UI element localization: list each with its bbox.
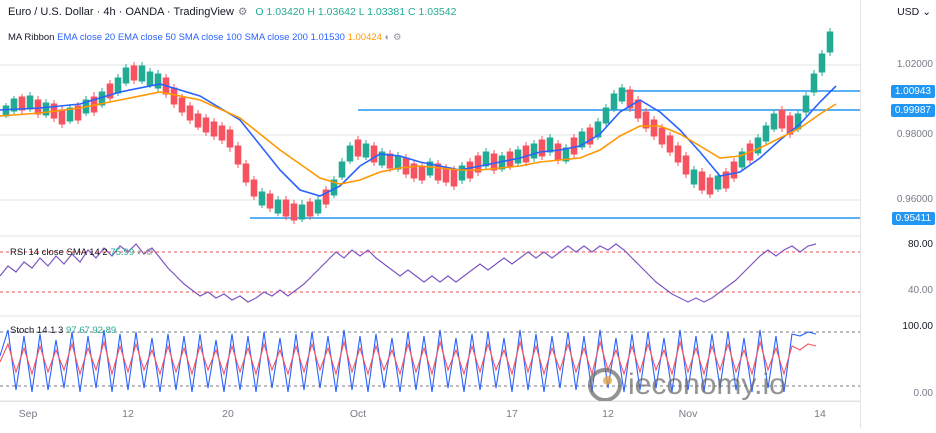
- currency-label: USD ⌄: [897, 6, 931, 18]
- time-axis[interactable]: Sep 12 20 Oct 17 12 Nov 14: [0, 401, 860, 429]
- price-level-tag[interactable]: 0.95411: [891, 212, 935, 225]
- time-tick: Sep: [18, 408, 38, 420]
- rsi-value: 75.99: [110, 247, 135, 258]
- time-tick: Nov: [678, 408, 698, 420]
- stoch-pane: [0, 329, 860, 393]
- gear-icon[interactable]: ⚙: [392, 32, 402, 43]
- price-axis[interactable]: USD ⌄ 1.02000 0.98000 0.96000 1.00943 0.…: [860, 0, 936, 428]
- price-tick-label: 1.02000: [896, 59, 933, 70]
- watermark-logo-icon: [588, 368, 622, 402]
- time-tick: 17: [506, 408, 518, 420]
- price-level-tag[interactable]: 1.00943: [890, 85, 935, 98]
- watermark-text: ieconomy.io: [628, 368, 786, 401]
- rsi-tick-label: 80.00: [907, 239, 933, 250]
- rsi-tick-label: 40.00: [907, 285, 933, 296]
- time-tick: Oct: [349, 408, 367, 420]
- ma-ribbon-value-1: 1.01530: [310, 32, 345, 43]
- price-tick-label: 0.96000: [896, 194, 933, 205]
- stoch-tick-label: 100.00: [902, 321, 933, 332]
- rsi-pane: [0, 243, 860, 303]
- price-tick-label: 0.98000: [896, 129, 933, 140]
- ma-ribbon-value-2: 1.00424: [347, 32, 382, 43]
- stoch-value-2: 92.89: [92, 325, 117, 336]
- price-level-tag[interactable]: 0.99987: [890, 104, 935, 117]
- eye-icon[interactable]: ◐: [136, 247, 143, 258]
- stoch-value-1: 97.67: [66, 325, 90, 336]
- candles: [2, 28, 834, 224]
- ma-ribbon-legend: MA Ribbon EMA close 20 EMA close 50 SMA …: [8, 32, 401, 43]
- rsi-title[interactable]: RSI 14 close SMA 14 2: [10, 247, 108, 258]
- chart-legend-header: Euro / U.S. Dollar · 4h · OANDA · Tradin…: [8, 6, 456, 18]
- chevron-down-icon[interactable]: ⌄: [922, 6, 931, 18]
- stoch-tick-label: 0.00: [913, 388, 933, 399]
- time-tick: 12: [602, 408, 614, 420]
- time-tick: 12: [122, 408, 134, 420]
- chart-canvas[interactable]: [0, 0, 860, 428]
- rsi-legend: RSI 14 close SMA 14 2 75.99 ◐ ⚙: [10, 247, 154, 258]
- stoch-legend: Stoch 14 1 3 97.67 92.89: [10, 325, 116, 336]
- ma-ribbon-title[interactable]: MA Ribbon: [8, 32, 55, 43]
- stoch-title[interactable]: Stoch 14 1 3: [10, 325, 64, 336]
- time-tick: 20: [222, 408, 234, 420]
- gear-icon[interactable]: ⚙: [145, 247, 154, 258]
- gear-icon[interactable]: ⚙: [238, 6, 248, 18]
- chart-svg: [0, 28, 860, 402]
- time-tick: 14: [814, 408, 826, 420]
- ma-ribbon-params: EMA close 20 EMA close 50 SMA close 100 …: [57, 32, 308, 43]
- eye-icon[interactable]: ◐: [384, 32, 391, 43]
- ema-50-line: [0, 91, 837, 185]
- watermark: ieconomy.io: [588, 368, 786, 402]
- symbol-title[interactable]: Euro / U.S. Dollar · 4h · OANDA · Tradin…: [8, 6, 234, 18]
- ohlc-values: O 1.03420 H 1.03642 L 1.03381 C 1.03542: [255, 6, 457, 18]
- ema-20-line: [0, 83, 837, 197]
